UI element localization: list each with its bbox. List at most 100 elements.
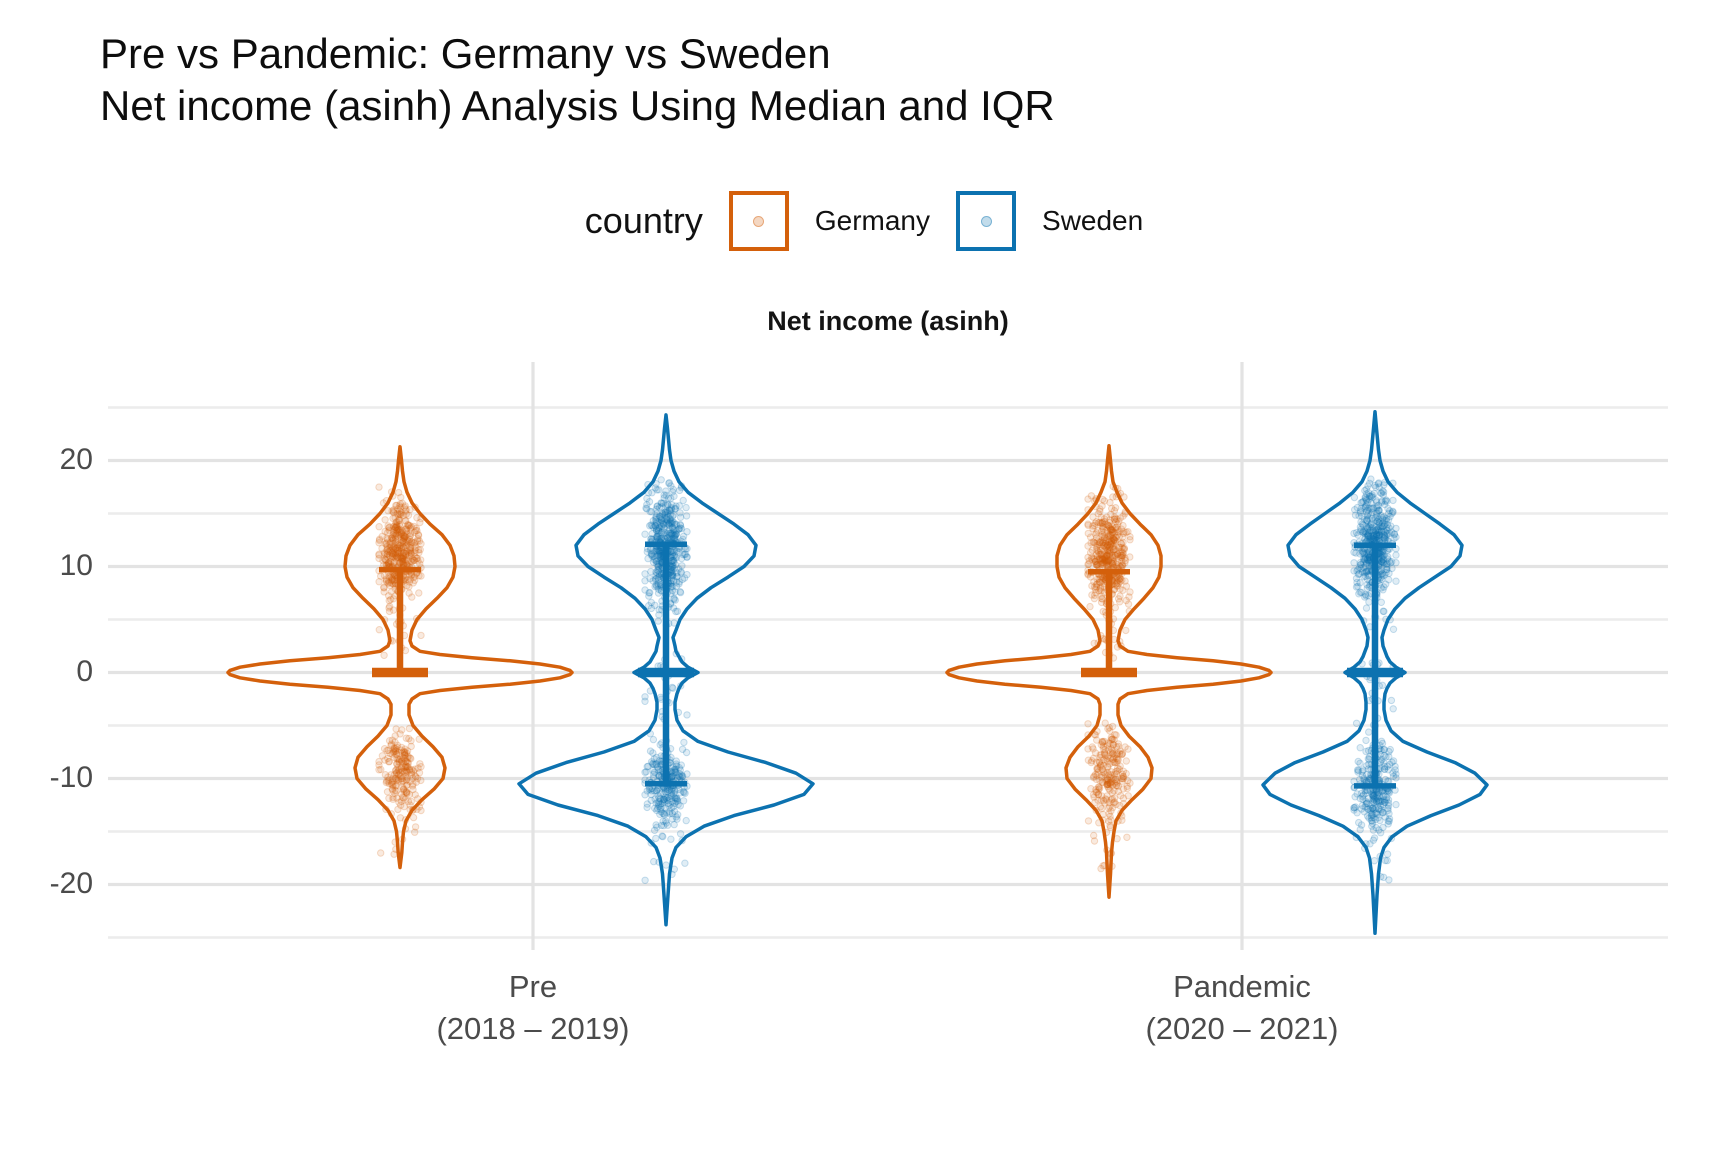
data-point <box>397 553 405 562</box>
data-point <box>1108 795 1117 803</box>
data-point <box>393 755 401 763</box>
data-point <box>650 755 658 763</box>
data-point <box>672 582 681 590</box>
data-point <box>1095 758 1104 766</box>
data-point <box>654 525 662 533</box>
data-point <box>668 561 677 569</box>
data-point <box>1126 536 1134 544</box>
data-point <box>1091 770 1100 779</box>
data-point <box>1097 796 1106 804</box>
data-point <box>1106 803 1114 811</box>
data-point <box>391 767 400 775</box>
data-point <box>402 761 410 770</box>
data-point <box>670 820 678 829</box>
data-point <box>400 759 408 767</box>
data-point <box>1090 578 1098 586</box>
data-point <box>1104 549 1113 557</box>
data-point <box>1114 755 1122 763</box>
data-point <box>671 505 679 513</box>
data-point <box>654 771 663 779</box>
data-point <box>1098 554 1106 562</box>
data-point <box>395 748 403 757</box>
data-point <box>406 544 414 552</box>
data-point <box>1392 774 1400 782</box>
data-point <box>403 530 411 538</box>
data-point <box>652 753 661 762</box>
data-point <box>1113 750 1121 759</box>
data-point <box>1384 509 1393 518</box>
data-point <box>399 544 408 552</box>
data-point <box>669 552 677 561</box>
data-point <box>1111 551 1120 559</box>
data-point <box>668 519 676 527</box>
data-point <box>408 593 416 601</box>
data-point <box>1100 558 1108 567</box>
data-point <box>406 521 414 530</box>
data-point <box>665 479 673 487</box>
data-point <box>398 554 406 563</box>
data-point <box>1114 595 1123 603</box>
data-point <box>670 492 678 500</box>
data-point <box>660 811 669 819</box>
legend-item-sweden: Sweden <box>956 191 1143 251</box>
data-point <box>398 726 406 734</box>
data-point <box>655 573 663 581</box>
data-point <box>654 560 662 568</box>
data-point <box>654 526 663 534</box>
data-point <box>403 774 411 782</box>
data-point <box>679 496 687 505</box>
data-point <box>659 525 668 533</box>
data-point <box>406 801 414 809</box>
data-point <box>658 832 666 840</box>
data-point <box>659 796 667 804</box>
legend-label-sweden: Sweden <box>1042 205 1144 236</box>
data-point <box>1109 558 1117 566</box>
data-point <box>666 515 674 524</box>
data-point <box>395 554 403 562</box>
data-point <box>397 528 406 537</box>
data-point <box>1095 538 1103 546</box>
data-point <box>671 520 679 529</box>
data-point <box>667 791 676 799</box>
data-point <box>660 520 668 529</box>
data-point <box>384 559 393 568</box>
data-point <box>1089 524 1097 533</box>
data-point <box>1368 491 1376 499</box>
data-point <box>1101 799 1109 807</box>
data-point <box>1101 555 1109 563</box>
data-point <box>654 766 662 774</box>
data-point <box>1105 522 1113 530</box>
data-point <box>404 797 413 806</box>
data-point <box>653 804 662 813</box>
data-point <box>666 515 674 523</box>
data-point <box>1119 549 1127 557</box>
data-point <box>375 551 383 559</box>
data-point <box>680 550 689 559</box>
data-point <box>403 524 411 532</box>
data-point <box>393 553 401 561</box>
data-point <box>382 576 390 584</box>
data-point <box>661 804 669 812</box>
data-point <box>1111 536 1119 545</box>
data-point <box>648 522 656 530</box>
data-point <box>1088 546 1097 554</box>
data-point <box>386 540 394 548</box>
data-point <box>1101 539 1110 547</box>
data-point <box>672 554 681 562</box>
data-point <box>668 809 677 818</box>
data-point <box>1097 592 1106 600</box>
data-point <box>395 549 403 557</box>
data-point <box>1107 745 1116 753</box>
data-point <box>675 525 683 533</box>
data-point <box>1100 541 1108 550</box>
data-point <box>671 799 679 807</box>
data-point <box>409 780 417 788</box>
data-point <box>375 539 383 547</box>
data-point <box>656 513 664 521</box>
data-point <box>398 557 406 565</box>
data-point <box>675 565 683 573</box>
data-point <box>408 782 417 790</box>
data-point <box>1089 538 1098 546</box>
data-point <box>666 800 675 809</box>
data-point <box>671 787 679 795</box>
